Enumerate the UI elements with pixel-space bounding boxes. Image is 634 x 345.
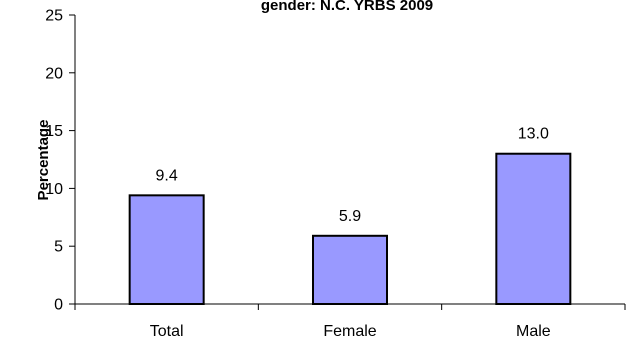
- x-tick-label-total: Total: [150, 323, 184, 340]
- y-axis-ticks: 0 5 10 15 20 25: [45, 8, 75, 314]
- y-tick-label: 10: [45, 181, 63, 198]
- y-tick-label: 25: [45, 8, 63, 25]
- data-label-male: 13.0: [518, 126, 549, 143]
- y-axis-label: Percentage: [35, 120, 52, 201]
- chart-title: gender: N.C. YRBS 2009: [261, 0, 433, 14]
- y-tick-label: 15: [45, 123, 63, 140]
- x-tick-label-male: Male: [516, 323, 551, 340]
- bar-female: [312, 234, 388, 306]
- bars-group: [128, 152, 572, 306]
- bar-total: [128, 194, 205, 305]
- y-tick-label: 20: [45, 65, 63, 82]
- bar-male: [495, 152, 572, 305]
- data-label-female: 5.9: [339, 208, 361, 225]
- data-labels-group: 9.4 5.9 13.0: [156, 126, 549, 225]
- x-axis-ticks: Total Female Male: [74, 304, 626, 340]
- x-tick-label-female: Female: [323, 323, 376, 340]
- y-tick-label: 0: [54, 297, 63, 314]
- y-tick-label: 5: [54, 239, 63, 256]
- data-label-total: 9.4: [156, 167, 178, 184]
